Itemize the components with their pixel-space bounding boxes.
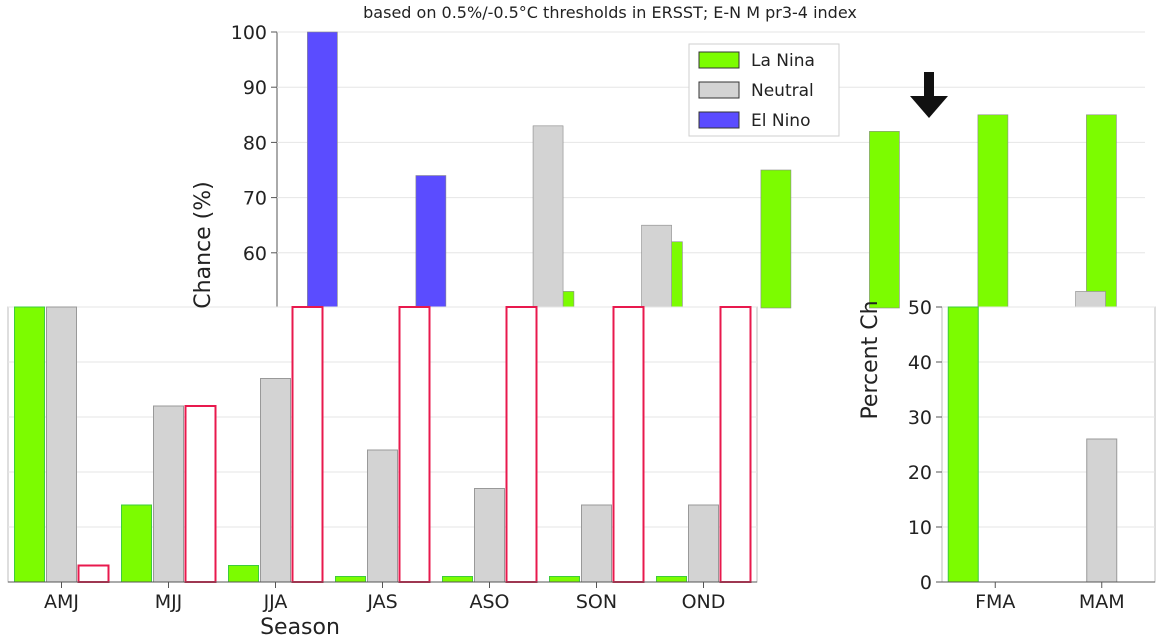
main-y-tick-label: 80 (243, 132, 267, 154)
main-y-tick-label: 90 (243, 77, 267, 99)
bar-la-nina-4 (760, 169, 792, 309)
lower-right-chart-y-tick-label: 50 (908, 297, 932, 319)
lower-left-chart-x-tick-label-aso: ASO (469, 591, 509, 613)
legend-label-neutral: Neutral (751, 81, 814, 101)
lower-right-chart-y-tick-label: 10 (908, 517, 932, 539)
lower-right-chart-x-tick-label-mam: MAM (1079, 591, 1125, 613)
lower-left-chart-x-tick-label-son: SON (576, 591, 617, 613)
lower-left-chart-x-tick-label-ond: OND (682, 591, 726, 613)
lower-left-chart-x-tick-label-mjj: MJJ (155, 591, 183, 613)
bar-el-nino-son (612, 306, 645, 583)
bar-la-nina-aso (442, 576, 473, 583)
bar-neutral-7 (1075, 291, 1106, 309)
bar-neutral-3 (641, 224, 672, 309)
right-y-axis-label: Percent Ch (858, 300, 883, 419)
bar-neutral-mjj (153, 405, 184, 583)
bar-neutral-aso (474, 488, 505, 583)
legend: La Nina Neutral El Nino (688, 43, 840, 137)
bar-neutral-2 (532, 125, 564, 309)
main-y-tick-label: 100 (231, 22, 267, 44)
bar-el-nino-jas (398, 306, 431, 583)
bar-la-nina-6 (977, 114, 1009, 309)
main-y-tick-label: 70 (243, 188, 267, 210)
bar-neutral-mam (1086, 438, 1118, 583)
lower-right-chart-y-tick-label: 30 (908, 407, 932, 429)
lower-right-chart-y-tick-label: 40 (908, 352, 932, 374)
bar-el-nino-amj (77, 564, 110, 583)
lower-right-chart-y-tick-label: 0 (920, 572, 932, 594)
bar-la-nina-mjj (121, 504, 152, 583)
bar-el-nino-1 (415, 175, 447, 309)
legend-label-la-nina: La Nina (751, 51, 815, 71)
bar-el-nino-0 (307, 31, 338, 309)
lower-left-chart: AMJ MJJ JJA JAS ASO SON OND (7, 306, 758, 613)
lower-right-chart: 0 10 20 30 40 50 FMA MAM (908, 297, 1156, 613)
bar-el-nino-ond (719, 306, 752, 583)
bar-la-nina-7 (1086, 114, 1117, 309)
bar-neutral-jas (367, 449, 398, 583)
main-y-tick-label: 60 (243, 243, 267, 265)
bar-neutral-ond (688, 504, 719, 583)
legend-label-el-nino: El Nino (751, 111, 810, 131)
chart-title: based on 0.5%/-0.5°C thresholds in ERSST… (363, 3, 857, 22)
bar-la-nina-ond (656, 576, 687, 583)
lower-right-chart-x-tick-label-fma: FMA (975, 591, 1015, 613)
lower-left-chart-x-tick-label-jja: JJA (263, 591, 288, 613)
bar-neutral-son (581, 504, 612, 583)
down-arrow-icon (910, 72, 948, 118)
legend-swatch-neutral (698, 81, 740, 99)
bar-neutral-jja (260, 378, 291, 583)
lower-left-chart-x-tick-label-jas: JAS (366, 591, 397, 613)
bar-la-nina-son (549, 576, 580, 583)
bar-la-nina-5 (869, 131, 900, 309)
main-chart: 60 70 80 90 100 (231, 22, 1145, 309)
bar-la-nina-jas (335, 576, 366, 583)
bar-el-nino-aso (505, 306, 538, 583)
bar-neutral-amj (46, 306, 77, 583)
bar-la-nina-jja (228, 565, 259, 583)
bar-el-nino-mjj (184, 405, 217, 583)
lower-right-chart-y-tick-label: 20 (908, 462, 932, 484)
legend-swatch-el-nino (698, 111, 740, 129)
bar-el-nino-jja (291, 306, 324, 583)
bar-la-nina-fma (947, 306, 979, 583)
x-axis-label: Season (260, 615, 340, 640)
lower-left-chart-x-tick-label-amj: AMJ (44, 591, 79, 613)
y-axis-label: Chance (%) (191, 181, 216, 308)
bar-la-nina-amj (14, 306, 45, 583)
legend-swatch-la-nina (698, 51, 740, 69)
